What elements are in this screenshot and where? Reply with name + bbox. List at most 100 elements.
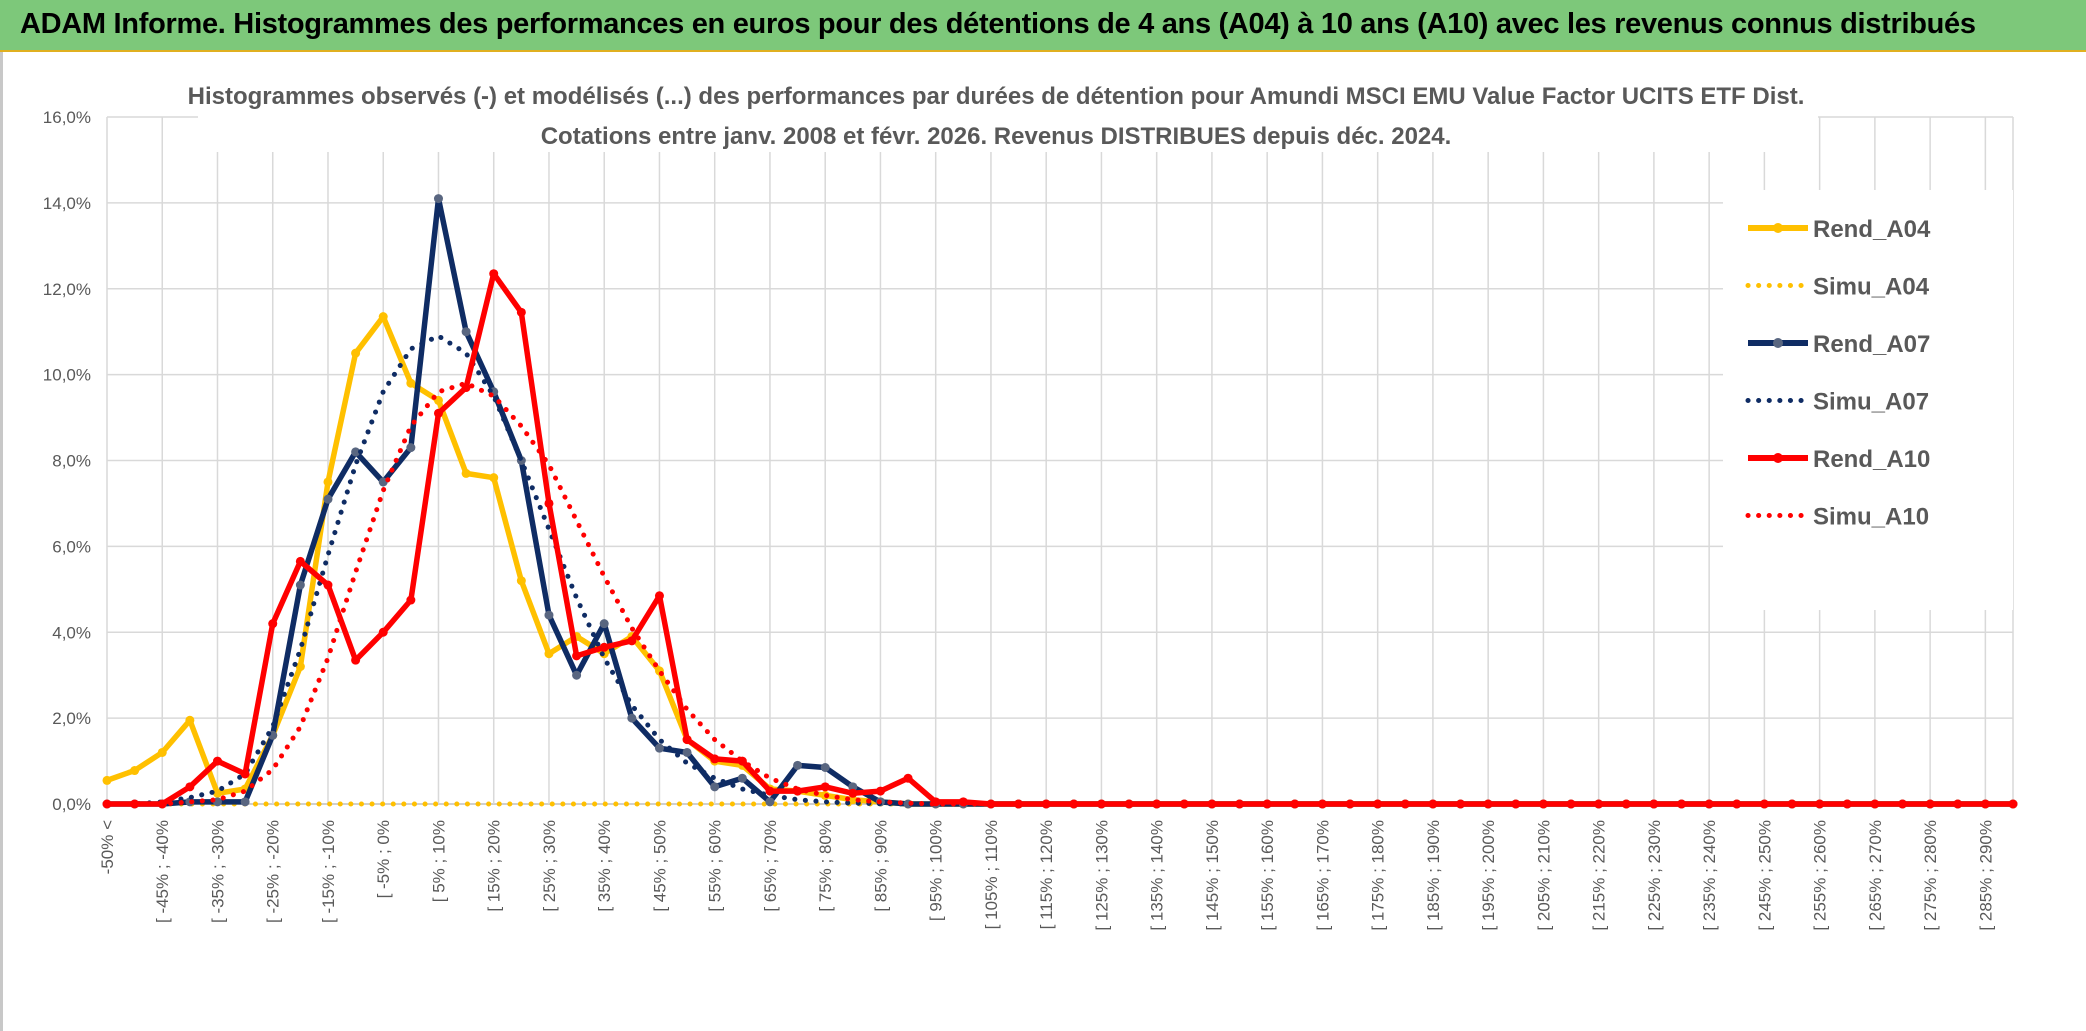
x-tick-label: -50% < [98,820,117,874]
x-tick-label: [ 115% ; 120% [1037,820,1056,929]
x-tick-label: [ 265% ; 270% [1866,820,1885,931]
legend-marker [1773,223,1783,233]
x-tick-label: [ 215% ; 220% [1590,820,1609,931]
data-point [157,747,167,757]
data-point [185,715,195,725]
x-tick-label: [ 25% ; 30% [540,820,559,912]
data-point [903,773,913,783]
data-point [406,378,416,388]
data-point [710,782,720,792]
y-tick-label: 16,0% [43,108,91,127]
x-tick-label: [ 245% ; 250% [1755,820,1774,931]
x-tick-label: [ 235% ; 240% [1700,820,1719,931]
data-point [1124,799,1134,809]
x-tick-label: [ 135% ; 140% [1148,820,1167,931]
x-tick-label: [ -15% ; -10% [319,820,338,923]
data-point [848,795,858,805]
y-tick-label: 14,0% [43,194,91,213]
x-tick-label: [ 5% ; 10% [429,820,448,902]
legend-marker [1773,453,1783,463]
x-tick-label: [ 165% ; 170% [1313,820,1332,931]
data-point [295,662,305,672]
chart-frame: 0,0% 2,0% 4,0% 6,0% 8,0% 10,0% 12,0% 14,0% 16,0%… [0,52,2086,1031]
data-point [1898,799,1908,809]
data-point [2008,799,2018,809]
data-point [848,782,858,792]
data-point [516,576,526,586]
x-tick-label: [ 275% ; 280% [1921,820,1940,931]
data-point [433,194,443,204]
data-point [212,756,222,766]
y-axis: 0,0% 2,0% 4,0% 6,0% 8,0% 10,0% 12,0% 14,0% 16,0% [43,108,91,814]
x-tick-label: [ 35% ; 40% [595,820,614,912]
data-point [295,580,305,590]
y-tick-label: 4,0% [52,623,91,642]
data-point [820,763,830,773]
data-point [572,670,582,680]
x-tick-label: [ 195% ; 200% [1479,820,1498,931]
data-point [765,797,775,807]
data-point [461,327,471,337]
data-point [323,494,333,504]
x-tick-label: [ 255% ; 260% [1811,820,1830,931]
x-tick-label: [ 145% ; 150% [1203,820,1222,931]
data-point [1400,799,1410,809]
data-point [1842,799,1852,809]
data-point [1483,799,1493,809]
data-point [1262,799,1272,809]
data-point [572,651,582,661]
y-tick-label: 2,0% [52,709,91,728]
legend-label-rend_a10: Rend_A10 [1813,446,1930,473]
data-point [323,580,333,590]
data-point [875,786,885,796]
data-point [848,788,858,798]
x-tick-label: [ 85% ; 90% [871,820,890,912]
x-tick-label: [ 55% ; 60% [706,820,725,912]
data-point [433,408,443,418]
data-point [351,348,361,358]
data-point [1538,799,1548,809]
data-point [544,610,554,620]
x-tick-label: [ 75% ; 80% [816,820,835,912]
data-point [406,595,416,605]
data-point [212,788,222,798]
data-point [351,447,361,457]
data-point [654,591,664,601]
series-line-simu_a10 [104,380,2016,807]
data-point [986,799,996,809]
chart-title-block: Histogrammes observés (-) et modélisés (… [188,74,1818,152]
chart-grid [106,116,2014,805]
x-tick-label: [ 125% ; 130% [1092,820,1111,931]
x-tick-label: [ 65% ; 70% [761,820,780,912]
data-point [406,443,416,453]
data-point [489,269,499,279]
data-point [489,473,499,483]
data-point [295,556,305,566]
data-point [765,786,775,796]
x-tick-label: [ -45% ; -40% [153,820,172,923]
y-tick-label: 0,0% [52,795,91,814]
data-point [737,773,747,783]
histogram-chart: 0,0% 2,0% 4,0% 6,0% 8,0% 10,0% 12,0% 14,0% 16,0%… [43,74,2018,931]
x-tick-label: [ 285% ; 290% [1976,820,1995,931]
data-point [599,642,609,652]
data-point [1980,799,1990,809]
data-point [544,498,554,508]
x-tick-label: [ 185% ; 190% [1424,820,1443,931]
legend-label-simu_a10: Simu_A10 [1813,504,1929,531]
data-point [130,766,140,776]
data-point [1069,799,1079,809]
data-point [599,619,609,629]
data-point [378,312,388,322]
data-point [351,655,361,665]
y-tick-label: 8,0% [52,452,91,471]
legend-label-simu_a07: Simu_A07 [1813,389,1929,416]
x-tick-label: [ 155% ; 160% [1258,820,1277,931]
data-point [1345,799,1355,809]
y-tick-label: 6,0% [52,537,91,556]
data-point [240,769,250,779]
data-point [323,477,333,487]
data-point [240,797,250,807]
data-point [516,307,526,317]
x-tick-label: [ -25% ; -20% [264,820,283,923]
